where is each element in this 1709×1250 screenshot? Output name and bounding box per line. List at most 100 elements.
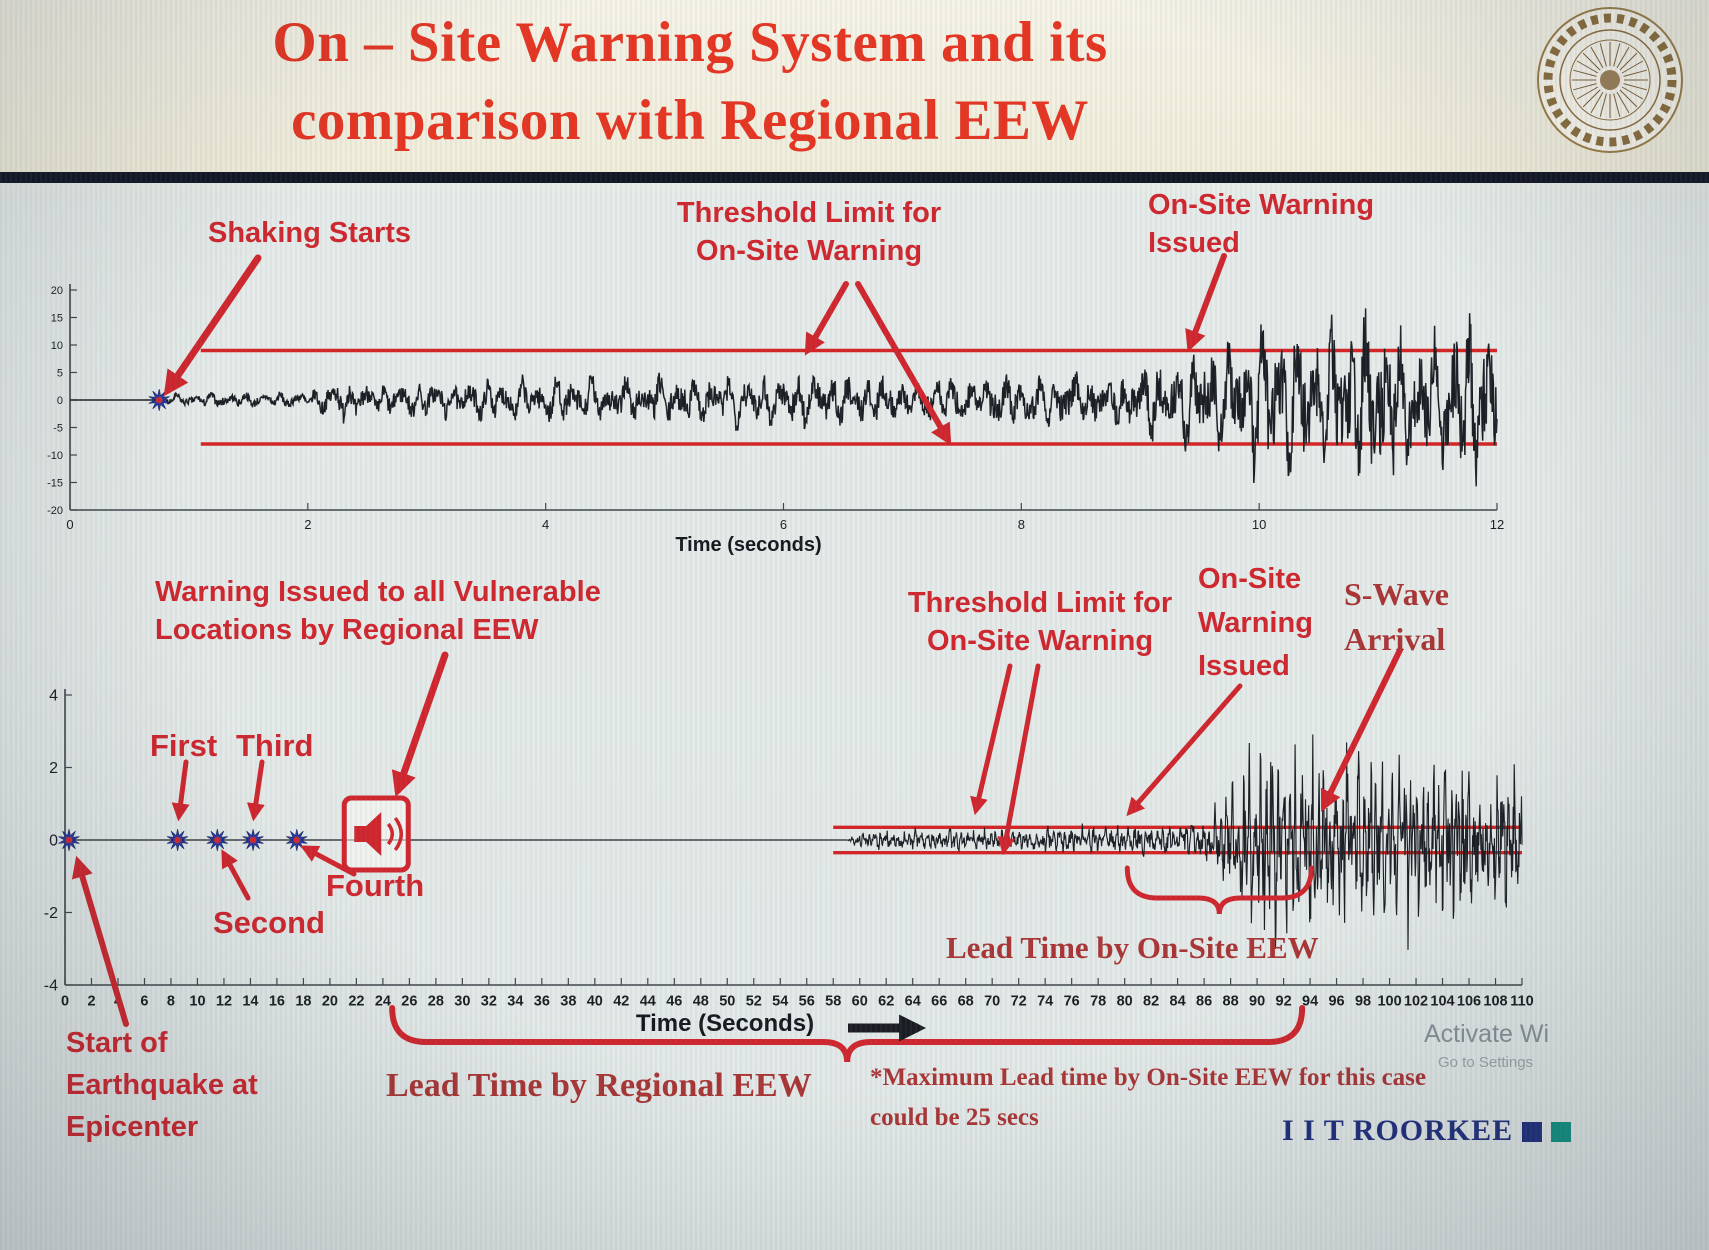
svg-text:8: 8 [167, 994, 175, 1010]
svg-text:22: 22 [348, 994, 364, 1010]
annotation-threshold-limit-top: Threshold Limit for On-Site Warning [676, 197, 942, 268]
svg-text:20: 20 [51, 285, 63, 297]
svg-text:54: 54 [772, 994, 788, 1010]
svg-text:92: 92 [1276, 994, 1292, 1010]
svg-text:38: 38 [560, 994, 576, 1010]
iit-roorkee-wordmark-text: I I T ROORKEE [1282, 1114, 1514, 1147]
svg-text:110: 110 [1510, 994, 1533, 1010]
lead-time-regional-brace [389, 1005, 1306, 1063]
annotation-arrow [804, 281, 849, 356]
svg-text:60: 60 [852, 994, 868, 1010]
svg-text:108: 108 [1483, 994, 1507, 1010]
svg-text:52: 52 [746, 994, 762, 1010]
svg-text:0: 0 [61, 994, 69, 1010]
svg-text:-5: -5 [53, 422, 63, 434]
svg-text:74: 74 [1037, 994, 1053, 1010]
svg-text:88: 88 [1223, 994, 1239, 1010]
annotation-arrow [71, 855, 129, 1027]
svg-text:94: 94 [1302, 994, 1318, 1010]
svg-text:72: 72 [1011, 994, 1027, 1010]
slide-title: On – Site Warning System and its compari… [272, 11, 1108, 152]
svg-text:98: 98 [1355, 994, 1371, 1010]
svg-text:56: 56 [799, 994, 815, 1010]
svg-text:12: 12 [216, 994, 232, 1010]
svg-text:50: 50 [719, 994, 735, 1010]
svg-text:10: 10 [1252, 517, 1266, 532]
svg-text:8: 8 [1018, 517, 1025, 532]
svg-text:4: 4 [49, 688, 58, 705]
header-divider [0, 172, 1709, 183]
annotation-third-station: Third [236, 728, 314, 763]
annotation-arrow [171, 759, 190, 822]
brand-teal-square [1551, 1122, 1572, 1142]
annotation-threshold-limit-bottom: Threshold Limit for On-Site Warning [907, 587, 1173, 658]
svg-text:68: 68 [958, 994, 974, 1010]
annotation-arrow [246, 759, 265, 822]
svg-text:2: 2 [87, 994, 95, 1010]
svg-text:28: 28 [428, 994, 444, 1010]
svg-text:20: 20 [322, 994, 338, 1010]
svg-text:30: 30 [454, 994, 470, 1010]
annotation-max-lead-time-note: *Maximum Lead time by On-Site EEW for th… [870, 1064, 1427, 1131]
svg-text:15: 15 [51, 312, 63, 324]
activate-windows-watermark-line1: Activate Wi [1424, 1020, 1550, 1048]
svg-text:-20: -20 [47, 505, 63, 517]
annotation-arrow [1320, 647, 1403, 812]
annotation-onsite-warning-issued-bottom: On-Site Warning Issued [1198, 563, 1313, 682]
annotation-arrow [997, 663, 1041, 856]
svg-text:78: 78 [1090, 994, 1106, 1010]
svg-text:2: 2 [49, 760, 58, 777]
svg-text:6: 6 [780, 517, 787, 532]
annotation-arrow [300, 845, 357, 877]
top-chart-x-axis-label: Time (seconds) [675, 534, 822, 556]
annotation-s-wave-arrival: S-Wave Arrival [1344, 576, 1449, 657]
bottom-chart-x-axis-label: Time (Seconds) [635, 1010, 815, 1037]
svg-text:80: 80 [1117, 994, 1133, 1010]
svg-text:0: 0 [49, 833, 58, 850]
iit-roorkee-logo-seal [1537, 7, 1683, 153]
svg-text:84: 84 [1170, 994, 1186, 1010]
svg-text:16: 16 [269, 994, 285, 1010]
svg-text:-4: -4 [44, 978, 58, 995]
svg-text:44: 44 [640, 994, 656, 1010]
svg-text:86: 86 [1196, 994, 1212, 1010]
svg-text:4: 4 [542, 517, 549, 532]
svg-text:76: 76 [1064, 994, 1080, 1010]
svg-text:6: 6 [140, 994, 148, 1010]
svg-text:10: 10 [189, 994, 205, 1010]
regional-warning-siren-icon [341, 795, 411, 873]
svg-text:24: 24 [375, 994, 391, 1010]
seismic-waveform [70, 308, 1498, 487]
svg-text:46: 46 [666, 994, 682, 1010]
brand-navy-square [1522, 1122, 1543, 1142]
annotation-arrow [1185, 253, 1227, 353]
annotation-regional-warning-issued: Warning Issued to all Vulnerable Locatio… [155, 576, 601, 647]
annotation-arrow [1126, 683, 1243, 817]
svg-text:64: 64 [905, 994, 921, 1010]
svg-text:0: 0 [66, 517, 73, 532]
annotation-start-of-earthquake: Start of Earthquake at Epicenter [66, 1027, 258, 1144]
annotation-arrow [391, 651, 449, 798]
slide-header: On – Site Warning System and its compari… [0, 0, 1709, 172]
svg-text:36: 36 [534, 994, 550, 1010]
svg-text:42: 42 [613, 994, 629, 1010]
svg-text:66: 66 [931, 994, 947, 1010]
seismic-waveform [65, 734, 1523, 950]
annotation-onsite-warning-issued-top: On-Site Warning Issued [1148, 189, 1375, 260]
annotation-fourth-station: Fourth [326, 868, 425, 903]
svg-text:62: 62 [878, 994, 894, 1010]
annotation-arrow [970, 663, 1013, 816]
svg-text:100: 100 [1377, 994, 1401, 1010]
svg-text:82: 82 [1143, 994, 1159, 1010]
svg-text:18: 18 [295, 994, 311, 1010]
svg-text:2: 2 [304, 517, 311, 532]
svg-text:32: 32 [481, 994, 497, 1010]
svg-text:40: 40 [587, 994, 603, 1010]
annotation-arrow [855, 281, 952, 446]
annotation-second-station: Second [213, 905, 325, 940]
svg-text:104: 104 [1430, 994, 1454, 1010]
svg-text:102: 102 [1404, 994, 1428, 1010]
